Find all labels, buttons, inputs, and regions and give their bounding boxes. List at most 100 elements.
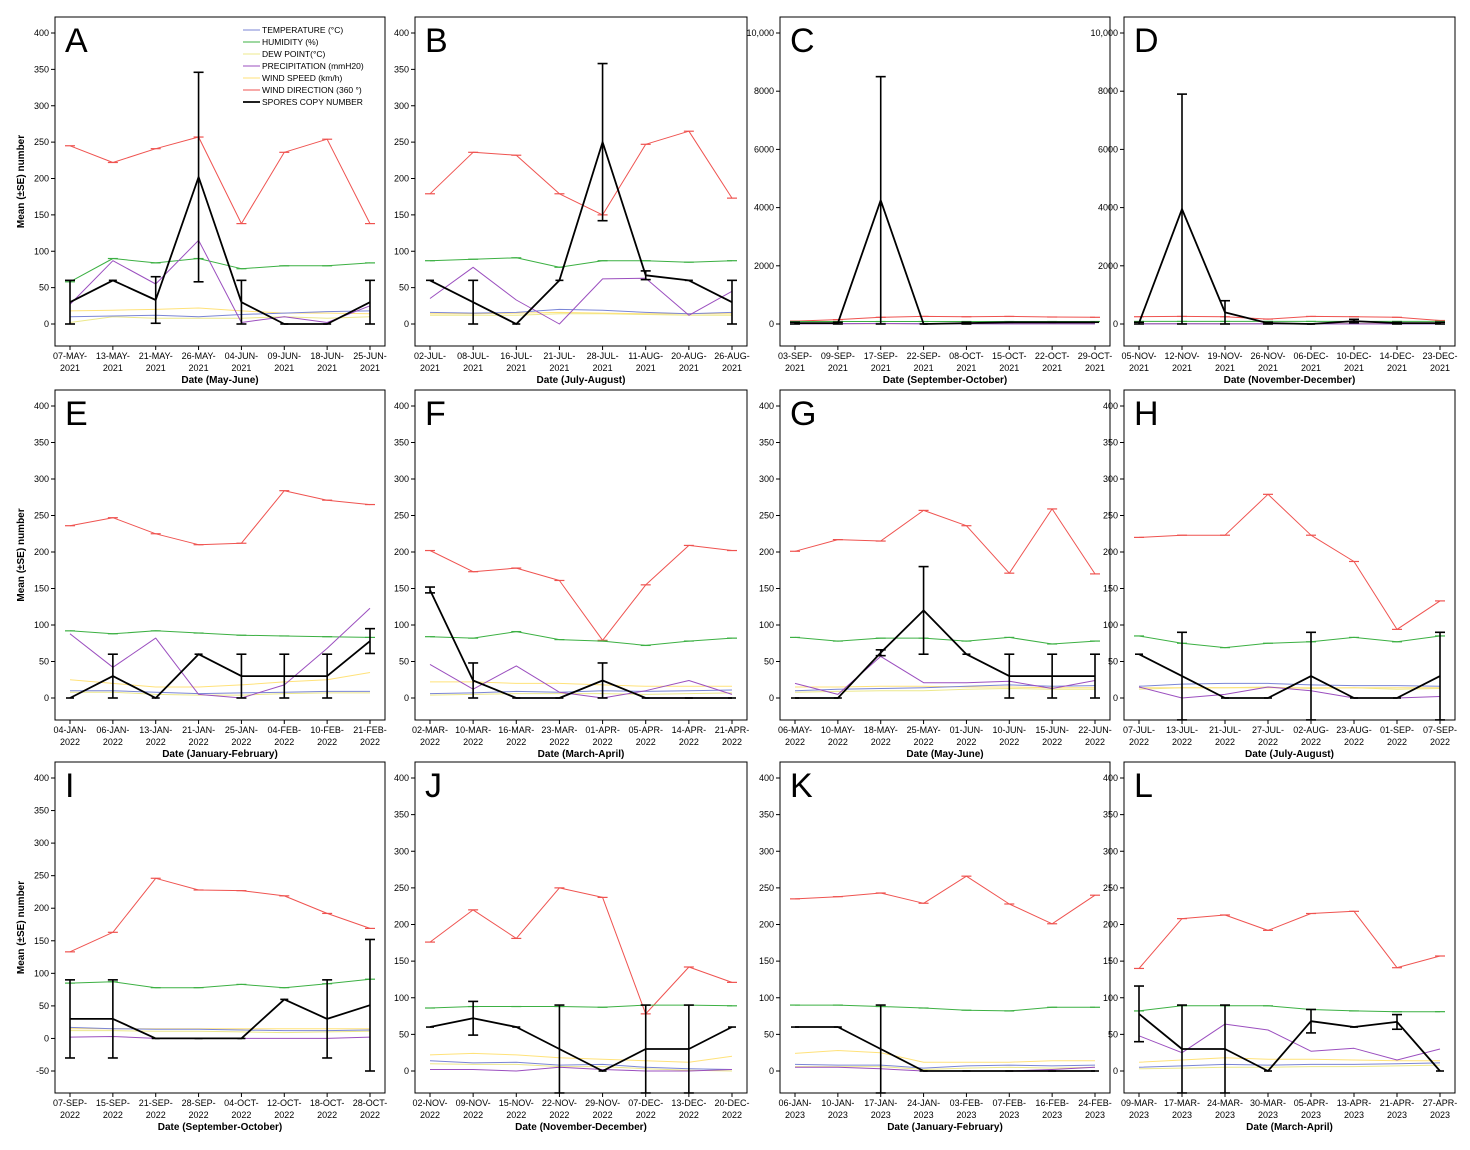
y-tick-label: 400 [759,401,774,411]
series-line-precipitation [429,663,733,699]
y-tick-label: 350 [34,438,49,448]
y-tick-label: 400 [34,401,49,411]
y-tick-label: 300 [759,474,774,484]
x-tick-label: 10-DEC-2021 [1336,351,1371,373]
x-tick-label: 26-MAY-2021 [182,351,216,373]
x-axis-label: Date (July-August) [1245,749,1334,760]
x-axis-label: Date (May-June) [181,375,258,386]
plot-frame [414,389,748,721]
x-tick-label: 26-AUG-2021 [714,351,750,373]
error-bar [1177,631,1187,721]
error-bar [65,979,75,1059]
plot-frame [414,16,748,347]
y-tick-label: 10,000 [1090,28,1118,38]
x-tick-label: 21-JAN-2022 [182,725,215,747]
panel-label: I [65,767,74,805]
x-tick-label: 19-NOV-2021 [1207,351,1242,373]
chart-panel-k: 0 50 100 150 200 250 300 350 400 06-JAN-2023 10-JA… [759,761,1112,1133]
plot-frame [54,389,386,721]
error-bar [683,1004,694,1094]
x-tick-label: 22-NOV-2022 [542,1098,577,1120]
y-tick-label: 50 [399,1029,409,1039]
x-axis-label: Date (May-June) [906,749,983,760]
series-line-precipitation [69,239,371,323]
x-tick-label: 22-SEP-2021 [907,351,941,373]
y-tick-label: 400 [1103,773,1118,783]
series-line-spores [429,1017,733,1072]
series-line-dew-point [429,692,733,696]
y-tick-label: 150 [759,584,774,594]
error-bar [1090,653,1100,699]
y-tick-label: 0 [1113,319,1118,329]
y-tick-label: 400 [34,28,49,38]
error-bar [150,275,161,325]
x-tick-label: 10-MAR-2022 [455,725,491,747]
plot-frame [1123,389,1456,721]
error-bar [1435,321,1445,325]
x-tick-label: 17-SEP-2021 [864,351,898,373]
y-tick-label: 200 [34,174,49,184]
chart-panel-a: 0 50 100 150 200 250 300 350 400 07-MAY-2021 13-MA… [16,16,387,386]
series-line-spores [795,199,1095,325]
series-line-wind-direction [69,490,371,546]
error-bar [425,586,435,594]
error-bar [65,279,75,325]
y-tick-label: 0 [1113,693,1118,703]
x-tick-label: 15-NOV-2022 [499,1098,534,1120]
series-line-temperature [69,310,371,318]
series-line-wind-direction [1138,493,1441,630]
x-axis-label: Date (September-October) [158,1122,282,1133]
error-bar [1004,653,1015,699]
series-line-wind-direction [69,877,371,953]
series-line-dew-point [430,313,732,316]
plot-frame [1123,16,1456,347]
error-bar [597,62,608,222]
plot-frame [1123,761,1456,1094]
y-tick-label: 6000 [1098,144,1118,154]
series-line-wind-direction [1138,315,1441,321]
x-tick-label: 04-JUN-2021 [225,351,259,373]
y-tick-label: 50 [764,1029,774,1039]
series-line-wind-direction [69,136,371,225]
series-line-wind-direction [794,875,1096,925]
legend-label-wind-direction: WIND DIRECTION (360 °) [262,85,362,95]
y-tick-label: 300 [34,474,49,484]
x-tick-label: 06-DEC-2021 [1293,351,1328,373]
x-tick-label: 06-MAY-2022 [778,725,812,747]
x-tick-label: 03-SEP-2021 [778,351,812,373]
y-tick-label: 300 [759,846,774,856]
y-axis-label: Mean (±SE) number [16,881,27,974]
y-tick-label: 50 [39,283,49,293]
x-tick-label: 03-FEB-2023 [950,1098,984,1120]
panel-label: E [65,395,88,433]
y-tick-label: 300 [394,474,409,484]
error-bar [365,938,375,1072]
panel-label: F [425,395,446,433]
y-tick-label: 400 [759,773,774,783]
y-tick-label: 250 [759,883,774,893]
chart-panel-h: 0 50 100 150 200 250 300 350 400 07-JUL-2022 13-JU… [1103,389,1457,760]
y-tick-label: 0 [44,693,49,703]
x-tick-label: 22-JUN-2022 [1078,725,1112,747]
chart-panel-g: 0 50 100 150 200 250 300 350 400 06-MAY-2022 10-MA… [759,389,1112,760]
x-tick-label: 25-MAY-2022 [907,725,941,747]
error-bar [468,279,479,325]
x-tick-label: 06-JAN-2023 [778,1098,811,1120]
series-line-dew-point [69,316,371,323]
x-tick-label: 02-MAR-2022 [412,725,448,747]
series-line-wind-speed [69,672,371,688]
panel-label: D [1134,22,1159,60]
y-tick-label: 200 [34,903,49,913]
error-bar [961,321,972,325]
y-tick-label: 350 [34,64,49,74]
x-tick-label: 01-JUN-2022 [950,725,984,747]
x-tick-label: 17-JAN-2023 [864,1098,897,1120]
y-tick-label: 8000 [754,86,774,96]
series-line-spores [1138,208,1440,325]
x-tick-label: 23-AUG-2022 [1336,725,1372,747]
panel-label: L [1134,767,1153,805]
y-tick-label: 50 [399,657,409,667]
y-tick-label: 200 [1103,547,1118,557]
legend-label-temperature: TEMPERATURE (°C) [262,25,343,35]
